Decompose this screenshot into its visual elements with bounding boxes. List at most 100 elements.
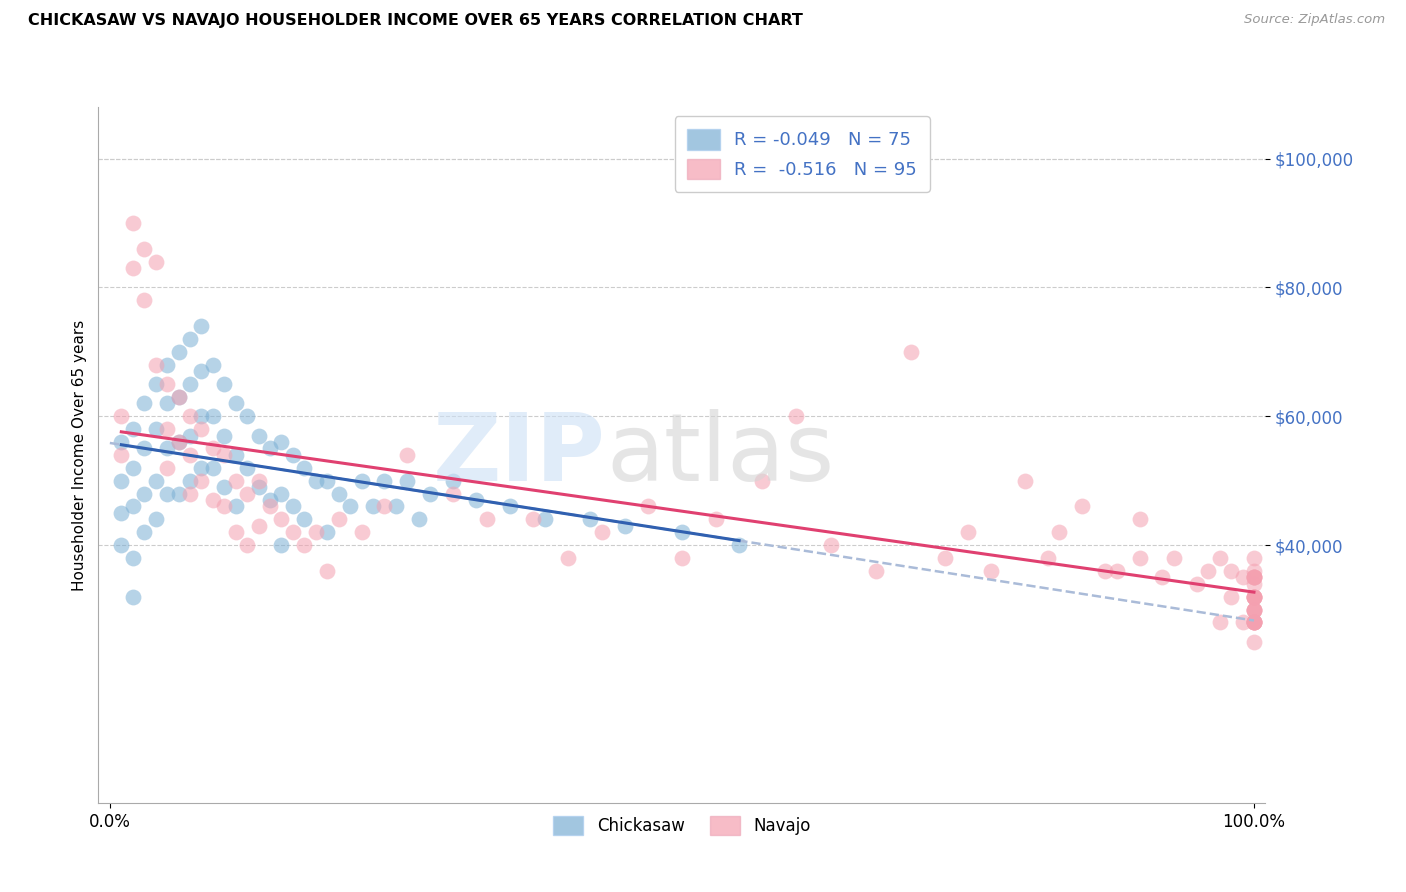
Point (110, 435, 132, 450)
Point (1243, 570, 1265, 584)
Point (751, 474, 773, 488)
Point (900, 344, 922, 359)
Point (361, 500, 384, 514)
Point (1208, 551, 1230, 566)
Point (134, 442, 156, 456)
Point (167, 435, 190, 450)
Point (671, 551, 693, 566)
Point (145, 358, 167, 372)
Point (156, 422, 179, 436)
Point (956, 525, 979, 540)
Point (1243, 634, 1265, 648)
Point (214, 480, 236, 494)
Point (167, 344, 190, 359)
Point (328, 512, 350, 526)
Point (292, 512, 315, 526)
Point (167, 390, 190, 404)
Point (156, 377, 179, 392)
Point (579, 512, 602, 526)
Point (179, 428, 201, 442)
Point (190, 364, 212, 378)
Text: atlas: atlas (606, 409, 834, 501)
Point (236, 486, 259, 500)
Point (1243, 590, 1265, 604)
Point (557, 551, 579, 566)
Point (350, 525, 373, 540)
Point (1243, 590, 1265, 604)
Point (1243, 615, 1265, 630)
Point (934, 551, 956, 566)
Point (214, 500, 236, 514)
Point (1243, 615, 1265, 630)
Point (1243, 602, 1265, 616)
Point (613, 518, 636, 533)
Point (236, 538, 259, 552)
Point (259, 493, 281, 508)
Point (145, 474, 167, 488)
Point (671, 525, 693, 540)
Point (167, 435, 190, 450)
Point (247, 518, 270, 533)
Point (1197, 564, 1219, 578)
Point (259, 442, 281, 456)
Point (316, 474, 339, 488)
Point (1152, 570, 1174, 584)
Point (1243, 576, 1265, 591)
Point (373, 500, 395, 514)
Point (247, 480, 270, 494)
Point (1243, 615, 1265, 630)
Point (499, 500, 522, 514)
Point (225, 474, 247, 488)
Point (145, 422, 167, 436)
Point (477, 512, 499, 526)
Point (820, 538, 842, 552)
Point (110, 409, 132, 424)
Point (190, 319, 212, 334)
Point (305, 474, 328, 488)
Point (121, 500, 143, 514)
Point (145, 377, 167, 392)
Point (190, 474, 212, 488)
Point (1243, 615, 1265, 630)
Point (134, 396, 156, 410)
Point (145, 512, 167, 526)
Point (190, 460, 212, 475)
Point (1232, 570, 1254, 584)
Point (1094, 564, 1116, 578)
Point (110, 474, 132, 488)
Point (121, 590, 143, 604)
Point (396, 474, 419, 488)
Point (373, 474, 395, 488)
Point (270, 512, 292, 526)
Point (247, 474, 270, 488)
Point (396, 448, 419, 462)
Point (179, 409, 201, 424)
Point (785, 409, 807, 424)
Point (328, 486, 350, 500)
Point (1220, 564, 1243, 578)
Point (179, 448, 201, 462)
Point (316, 564, 339, 578)
Point (121, 261, 143, 276)
Point (1243, 615, 1265, 630)
Point (1185, 576, 1208, 591)
Point (1220, 590, 1243, 604)
Point (1128, 551, 1150, 566)
Point (121, 551, 143, 566)
Point (190, 422, 212, 436)
Point (214, 428, 236, 442)
Point (214, 377, 236, 392)
Y-axis label: Householder Income Over 65 years: Householder Income Over 65 years (72, 319, 87, 591)
Point (156, 460, 179, 475)
Point (1036, 551, 1059, 566)
Point (201, 409, 224, 424)
Point (270, 486, 292, 500)
Point (225, 396, 247, 410)
Point (167, 486, 190, 500)
Point (201, 493, 224, 508)
Point (591, 525, 613, 540)
Point (1243, 570, 1265, 584)
Point (1243, 590, 1265, 604)
Point (121, 460, 143, 475)
Point (292, 538, 315, 552)
